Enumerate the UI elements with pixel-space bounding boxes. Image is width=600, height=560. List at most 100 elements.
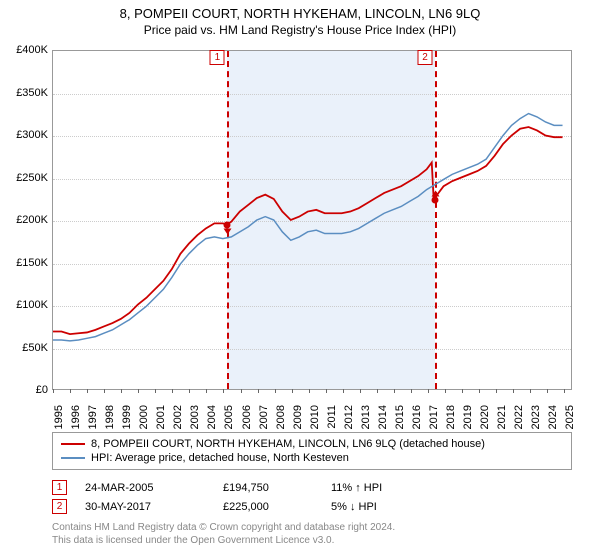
x-axis-label: 2006 — [241, 405, 253, 429]
legend-label: HPI: Average price, detached house, Nort… — [91, 452, 349, 464]
event-row-1: 1 24-MAR-2005 £194,750 11% ↑ HPI — [52, 478, 572, 497]
x-axis-label: 2013 — [360, 405, 372, 429]
x-tick — [275, 389, 276, 393]
x-axis-label: 2007 — [258, 405, 270, 429]
x-tick — [87, 389, 88, 393]
gridline — [53, 306, 571, 307]
legend-box: 8, POMPEII COURT, NORTH HYKEHAM, LINCOLN… — [52, 432, 572, 470]
x-tick — [411, 389, 412, 393]
x-axis-label: 2018 — [445, 405, 457, 429]
legend-row-price_paid: 8, POMPEII COURT, NORTH HYKEHAM, LINCOLN… — [61, 437, 563, 451]
x-tick — [326, 389, 327, 393]
event-price: £225,000 — [223, 501, 313, 513]
x-tick — [496, 389, 497, 393]
footer-text: Contains HM Land Registry data © Crown c… — [52, 522, 572, 547]
shade-region — [227, 51, 435, 389]
footer-line-2: This data is licensed under the Open Gov… — [52, 535, 572, 548]
x-axis-label: 2001 — [155, 405, 167, 429]
gridline — [53, 349, 571, 350]
chart-container: 8, POMPEII COURT, NORTH HYKEHAM, LINCOLN… — [0, 0, 600, 560]
x-tick — [479, 389, 480, 393]
x-axis-label: 2000 — [138, 405, 150, 429]
gridline — [53, 221, 571, 222]
x-tick — [241, 389, 242, 393]
x-axis-label: 1999 — [121, 405, 133, 429]
x-tick — [258, 389, 259, 393]
x-axis-label: 2019 — [462, 405, 474, 429]
plot-area: 1995199619971998199920002001200220032004… — [52, 50, 572, 390]
legend-swatch — [61, 457, 85, 459]
x-axis-label: 2023 — [530, 405, 542, 429]
x-tick — [172, 389, 173, 393]
y-axis-label: £350K — [0, 87, 48, 99]
y-axis-label: £300K — [0, 129, 48, 141]
x-tick — [564, 389, 565, 393]
event-num: 1 — [52, 480, 67, 495]
y-axis-label: £200K — [0, 214, 48, 226]
y-axis-label: £0 — [0, 384, 48, 396]
x-axis-label: 2020 — [479, 405, 491, 429]
event-date: 24-MAR-2005 — [85, 482, 205, 494]
x-tick — [343, 389, 344, 393]
y-axis-label: £150K — [0, 257, 48, 269]
x-axis-label: 2005 — [223, 405, 235, 429]
x-tick — [377, 389, 378, 393]
gridline — [53, 179, 571, 180]
event-badge-2: 2 — [418, 50, 433, 65]
x-axis-label: 2016 — [411, 405, 423, 429]
x-tick — [206, 389, 207, 393]
x-axis-label: 2015 — [394, 405, 406, 429]
x-tick — [428, 389, 429, 393]
x-axis-label: 2008 — [275, 405, 287, 429]
x-tick — [138, 389, 139, 393]
event-line-2 — [435, 51, 437, 389]
x-axis-label: 1996 — [70, 405, 82, 429]
x-tick — [309, 389, 310, 393]
x-tick — [360, 389, 361, 393]
legend-label: 8, POMPEII COURT, NORTH HYKEHAM, LINCOLN… — [91, 438, 485, 450]
event-num: 2 — [52, 499, 67, 514]
x-axis-label: 2021 — [496, 405, 508, 429]
chart-title: 8, POMPEII COURT, NORTH HYKEHAM, LINCOLN… — [0, 0, 600, 21]
event-hpi: 5% ↓ HPI — [331, 501, 377, 513]
x-axis-label: 1998 — [104, 405, 116, 429]
x-tick — [121, 389, 122, 393]
y-axis-label: £400K — [0, 44, 48, 56]
event-marker-1 — [224, 222, 231, 229]
event-marker-2 — [432, 196, 439, 203]
chart-subtitle: Price paid vs. HM Land Registry's House … — [0, 21, 600, 37]
x-axis-label: 2010 — [309, 405, 321, 429]
x-tick — [513, 389, 514, 393]
event-price: £194,750 — [223, 482, 313, 494]
x-axis-label: 2011 — [326, 405, 338, 429]
event-line-1 — [227, 51, 229, 389]
event-badge-1: 1 — [210, 50, 225, 65]
x-tick — [70, 389, 71, 393]
x-axis-label: 1997 — [87, 405, 99, 429]
x-axis-label: 2017 — [428, 405, 440, 429]
event-date: 30-MAY-2017 — [85, 501, 205, 513]
event-hpi: 11% ↑ HPI — [331, 482, 382, 494]
legend-swatch — [61, 443, 85, 445]
x-axis-label: 2024 — [547, 405, 559, 429]
x-tick — [394, 389, 395, 393]
event-row-2: 2 30-MAY-2017 £225,000 5% ↓ HPI — [52, 497, 572, 516]
events-table: 1 24-MAR-2005 £194,750 11% ↑ HPI 2 30-MAY-201… — [52, 478, 572, 516]
x-axis-label: 2022 — [513, 405, 525, 429]
x-tick — [292, 389, 293, 393]
x-axis-label: 1995 — [53, 405, 65, 429]
x-tick — [530, 389, 531, 393]
x-axis-label: 2012 — [343, 405, 355, 429]
x-tick — [462, 389, 463, 393]
x-axis-label: 2002 — [172, 405, 184, 429]
footer-line-1: Contains HM Land Registry data © Crown c… — [52, 522, 572, 535]
x-tick — [53, 389, 54, 393]
y-axis-label: £250K — [0, 172, 48, 184]
x-tick — [547, 389, 548, 393]
x-axis-label: 2004 — [206, 405, 218, 429]
gridline — [53, 136, 571, 137]
x-tick — [445, 389, 446, 393]
gridline — [53, 94, 571, 95]
gridline — [53, 264, 571, 265]
x-axis-label: 2003 — [189, 405, 201, 429]
